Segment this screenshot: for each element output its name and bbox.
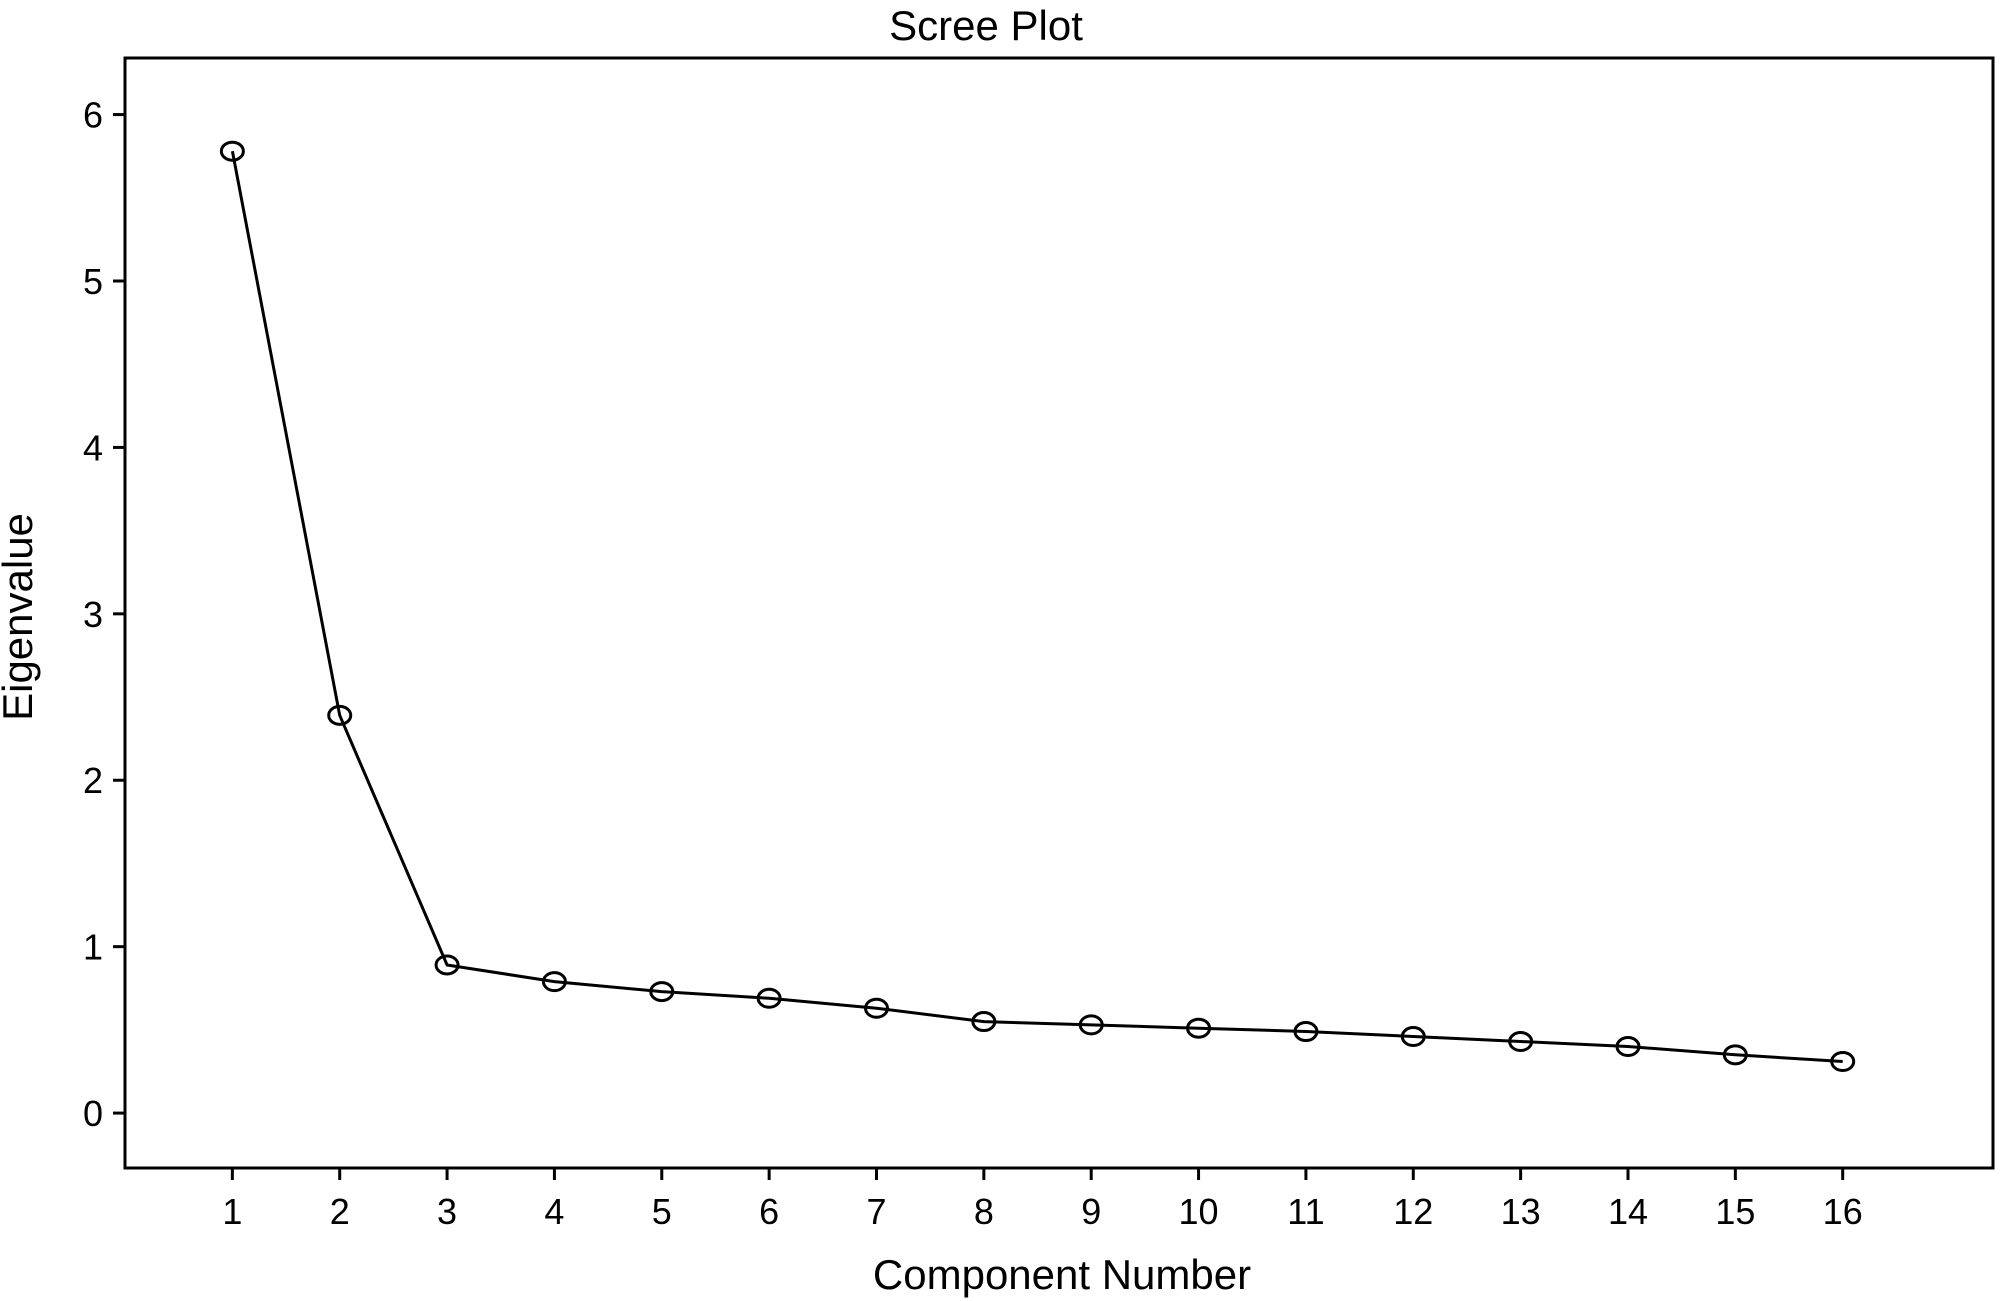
y-tick-label: 4 [83, 427, 103, 468]
data-point-marker [1722, 1044, 1748, 1066]
eigenvalue-series-points [219, 140, 1856, 1072]
data-point-marker [971, 1011, 997, 1033]
data-point-marker [649, 981, 675, 1003]
data-point-marker [756, 987, 782, 1009]
x-axis-label: Component Number [873, 1251, 1251, 1298]
data-point-marker [327, 704, 353, 726]
y-tick-label: 6 [83, 95, 103, 136]
data-point-marker [1186, 1017, 1212, 1039]
x-tick-label: 11 [1287, 1191, 1324, 1232]
data-point-marker [1830, 1050, 1856, 1072]
x-tick-label: 15 [1715, 1191, 1755, 1232]
data-point-marker [1078, 1014, 1104, 1036]
data-point-marker [1508, 1031, 1534, 1053]
data-point-marker [863, 997, 889, 1019]
y-tick-label: 1 [83, 927, 103, 968]
x-tick-label: 12 [1393, 1191, 1433, 1232]
eigenvalue-series-line [230, 150, 1843, 1063]
data-point-marker [1615, 1036, 1641, 1058]
data-point-marker [434, 954, 460, 976]
x-tick-label: 3 [437, 1191, 457, 1232]
data-point-marker [1400, 1026, 1426, 1048]
x-tick-label: 10 [1179, 1191, 1219, 1232]
data-point-marker [219, 140, 245, 162]
y-tick-label: 5 [83, 261, 103, 302]
x-tick-label: 1 [222, 1191, 242, 1232]
y-axis-label: Eigenvalue [0, 513, 41, 721]
x-tick-label: 5 [652, 1191, 672, 1232]
x-tick-label: 6 [759, 1191, 779, 1232]
x-tick-label: 8 [974, 1191, 994, 1232]
y-tick-label: 0 [83, 1093, 103, 1134]
y-axis: 0 1 2 3 4 5 6 [83, 95, 125, 1134]
x-tick-label: 7 [866, 1191, 886, 1232]
y-tick-label: 2 [83, 760, 103, 801]
data-point-marker [1293, 1021, 1319, 1043]
x-tick-label: 4 [544, 1191, 564, 1232]
x-tick-label: 16 [1823, 1191, 1863, 1232]
chart-title: Scree Plot [889, 2, 1083, 49]
plot-frame [123, 56, 1995, 1170]
y-tick-label: 3 [83, 594, 103, 635]
x-tick-label: 13 [1501, 1191, 1541, 1232]
data-point-marker [541, 971, 567, 993]
x-tick-label: 14 [1608, 1191, 1648, 1232]
x-axis: 1 2 3 4 5 6 7 8 9 10 11 12 13 14 15 16 [222, 1168, 1863, 1232]
x-tick-label: 9 [1081, 1191, 1101, 1232]
x-tick-label: 2 [330, 1191, 350, 1232]
